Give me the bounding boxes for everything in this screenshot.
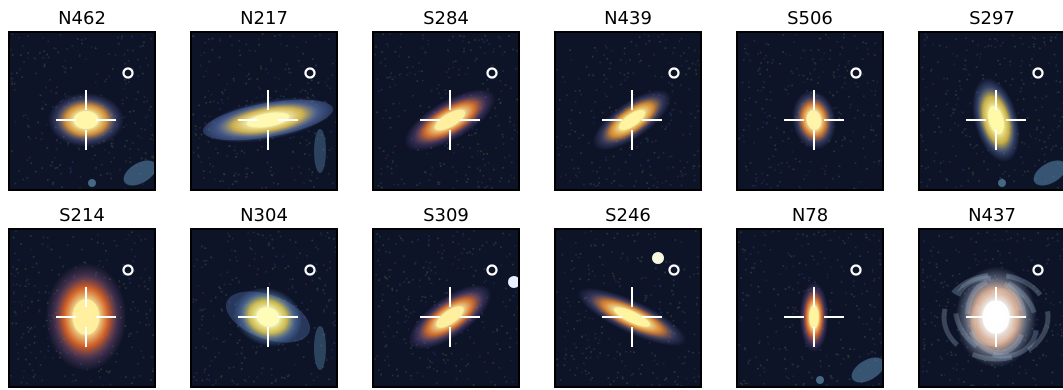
galaxy-id-label: N217 [190,7,338,31]
galaxy-id-label: S214 [8,204,156,228]
galaxy-image-stamp [554,228,702,388]
galaxy-panel: N78 [736,204,884,390]
galaxy-id-label: N437 [918,204,1063,228]
galaxy-image [374,230,518,386]
galaxy-image [192,33,336,189]
galaxy-panel: N439 [554,7,702,193]
galaxy-id-label: S506 [736,7,884,31]
galaxy-id-label: N462 [8,7,156,31]
galaxy-image-stamp [190,31,338,191]
galaxy-panel: N462 [8,7,156,193]
galaxy-panel: S297 [918,7,1063,193]
galaxy-panel: N217 [190,7,338,193]
galaxy-panel: S309 [372,204,520,390]
galaxy-panel: S246 [554,204,702,390]
galaxy-image-stamp [736,31,884,191]
galaxy-image [374,33,518,189]
galaxy-image [556,33,700,189]
galaxy-image [738,230,882,386]
galaxy-id-label: S284 [372,7,520,31]
galaxy-image-stamp [8,228,156,388]
galaxy-image [556,230,700,386]
galaxy-id-label: N439 [554,7,702,31]
galaxy-id-label: N78 [736,204,884,228]
galaxy-image-stamp [372,228,520,388]
galaxy-panel: S506 [736,7,884,193]
galaxy-id-label: S246 [554,204,702,228]
galaxy-image-stamp [8,31,156,191]
galaxy-image [920,33,1063,189]
galaxy-image [738,33,882,189]
galaxy-panel: N304 [190,204,338,390]
galaxy-image-stamp [372,31,520,191]
galaxy-id-label: N304 [190,204,338,228]
galaxy-image [920,230,1063,386]
galaxy-image-stamp [918,228,1063,388]
galaxy-image-stamp [554,31,702,191]
galaxy-image [10,33,154,189]
galaxy-image [10,230,154,386]
galaxy-image [192,230,336,386]
galaxy-image-stamp [190,228,338,388]
galaxy-panel: S284 [372,7,520,193]
galaxy-image-stamp [736,228,884,388]
galaxy-id-label: S309 [372,204,520,228]
galaxy-panel: N437 [918,204,1063,390]
galaxy-image-stamp [918,31,1063,191]
galaxy-id-label: S297 [918,7,1063,31]
galaxy-panel: S214 [8,204,156,390]
